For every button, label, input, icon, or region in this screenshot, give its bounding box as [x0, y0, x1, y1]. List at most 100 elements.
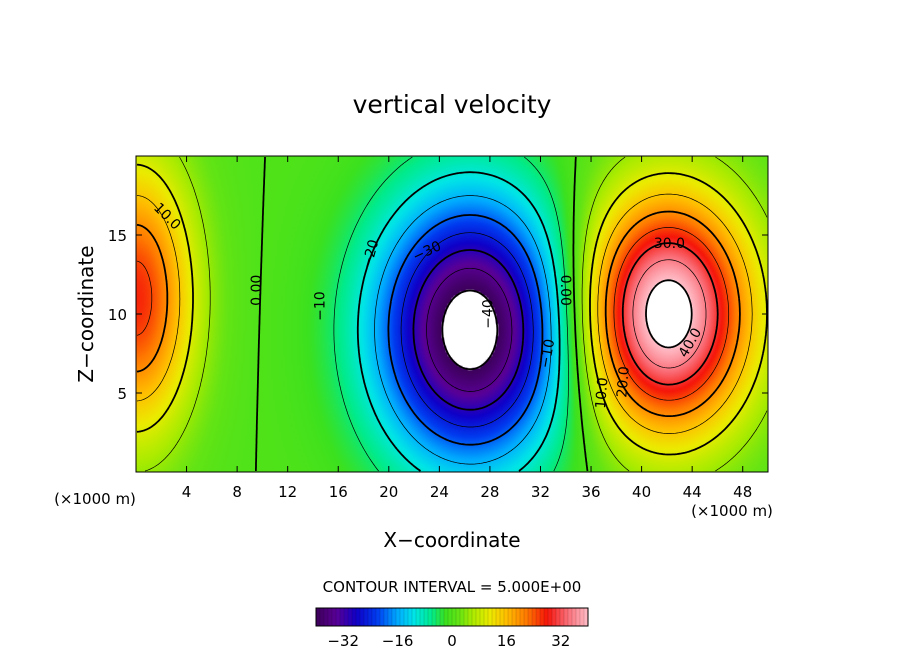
x-tick-label: 16: [329, 483, 348, 501]
colorbar-cell: [516, 608, 521, 626]
colorbar-cell: [332, 608, 337, 626]
contour-label: 0.00: [249, 275, 265, 306]
velocity-field-shading: [136, 156, 768, 472]
contour-level-20: [136, 210, 741, 417]
x-tick-label: 44: [683, 483, 702, 501]
colorbar-cell: [464, 608, 469, 626]
colorbar-cell: [432, 608, 437, 626]
x-tick-label: 28: [480, 483, 499, 501]
y-tick-label: 15: [108, 227, 127, 245]
colorbar-cell: [552, 608, 557, 626]
colorbar-cell: [540, 608, 545, 626]
colorbar-cell: [392, 608, 397, 626]
colorbar-cell: [404, 608, 409, 626]
colorbar-cell: [376, 608, 381, 626]
contour-lines: [136, 156, 768, 472]
colorbar-cell: [420, 608, 425, 626]
colorbar-tick-label: 0: [447, 632, 457, 650]
contour-label: 20.0: [614, 366, 633, 398]
colorbar-cell: [484, 608, 489, 626]
colorbar-cell: [476, 608, 481, 626]
contour-label-group: −20: [359, 238, 382, 271]
colorbar-cell: [564, 608, 569, 626]
colorbar-cell: [324, 608, 329, 626]
contour-level-40: [645, 279, 693, 349]
colorbar-cell: [360, 608, 365, 626]
contour-label: 30.0: [654, 236, 685, 252]
contour-label-group: −40: [480, 299, 496, 329]
x-tick-label: 12: [278, 483, 297, 501]
colorbar-cell: [556, 608, 561, 626]
colorbar-cell: [388, 608, 393, 626]
x-tick-label: 4: [182, 483, 192, 501]
colorbar-cell: [444, 608, 449, 626]
colorbar-cell: [364, 608, 369, 626]
colorbar-cell: [576, 608, 581, 626]
colorbar-tick-label: 32: [551, 632, 570, 650]
x-axis-label: X−coordinate: [383, 528, 520, 552]
y-axis-ticks: 5 10 15: [108, 227, 768, 403]
colorbar-cell: [368, 608, 373, 626]
colorbar-cell: [560, 608, 565, 626]
contour-label: −20: [359, 238, 382, 271]
contour-label-group: 0.00: [249, 275, 265, 306]
contour-label: 0.00: [557, 275, 573, 306]
contour-level-15: [136, 193, 753, 434]
contour-label: 10.0: [593, 377, 612, 409]
contour-level-neg25: [400, 232, 534, 428]
colorbar-tick-label: 16: [497, 632, 516, 650]
plot-area: 10.00.00−10−20 −30−400.00−1030.040.020.01…: [135, 155, 769, 473]
colorbar-cell: [448, 608, 453, 626]
colorbar-cell: [400, 608, 405, 626]
colorbar-cell: [336, 608, 341, 626]
colorbar-cell: [548, 608, 553, 626]
contour-label-group: 20.0: [614, 366, 633, 398]
contour-level-neg20: [387, 214, 544, 446]
x-tick-label: 40: [632, 483, 651, 501]
x-unit-label-right: (×1000 m): [691, 502, 773, 520]
x-tick-label: 36: [581, 483, 600, 501]
x-axis-ticks: 4 8 12 16 20 24 28 32 36 40 44 48: [182, 156, 752, 501]
colorbar-cell: [456, 608, 461, 626]
colorbar-cell: [584, 608, 589, 626]
contour-level-neg15: [374, 195, 552, 465]
contour-interval-text: CONTOUR INTERVAL = 5.000E+00: [323, 578, 582, 596]
contour-level-neg10: [356, 171, 561, 472]
contour-label: −10: [312, 291, 328, 321]
colorbar-cells: [315, 608, 589, 626]
contour-label-group: 10.0: [593, 377, 612, 409]
colorbar-cell: [352, 608, 357, 626]
colorbar-cell: [488, 608, 493, 626]
colorbar-cell: [460, 608, 465, 626]
contour-level-5: [144, 156, 768, 472]
contour-label-group: −10: [312, 291, 328, 321]
contour-level-neg5: [333, 156, 569, 472]
y-tick-label: 5: [117, 385, 127, 403]
colorbar-cell: [472, 608, 477, 626]
colorbar-cell: [524, 608, 529, 626]
contour-label: −40: [480, 299, 496, 329]
colorbar-cell: [356, 608, 361, 626]
contour-level-25: [136, 227, 730, 401]
x-tick-label: 8: [232, 483, 242, 501]
colorbar-cell: [416, 608, 421, 626]
colorbar-cell: [532, 608, 537, 626]
colorbar-cell: [468, 608, 473, 626]
y-tick-label: 10: [108, 306, 127, 324]
colorbar-cell: [520, 608, 525, 626]
contour-labels: 10.00.00−10−20 −30−400.00−1030.040.020.01…: [150, 200, 705, 409]
contour-label-group: 0.00: [557, 275, 573, 306]
contour-label: −10: [537, 338, 558, 370]
contour-label-group: −10: [537, 338, 558, 370]
colorbar-cell: [372, 608, 377, 626]
x-tick-label: 48: [733, 483, 752, 501]
colorbar-cell: [384, 608, 389, 626]
colorbar-cell: [340, 608, 345, 626]
contour-level-35: [632, 259, 707, 369]
colorbar-ticks: −32 −16 0 16 32: [327, 632, 570, 650]
colorbar-cell: [320, 608, 325, 626]
colorbar-cell: [528, 608, 533, 626]
colorbar-cell: [580, 608, 585, 626]
contour-level-neg35: [426, 267, 513, 392]
colorbar-cell: [572, 608, 577, 626]
